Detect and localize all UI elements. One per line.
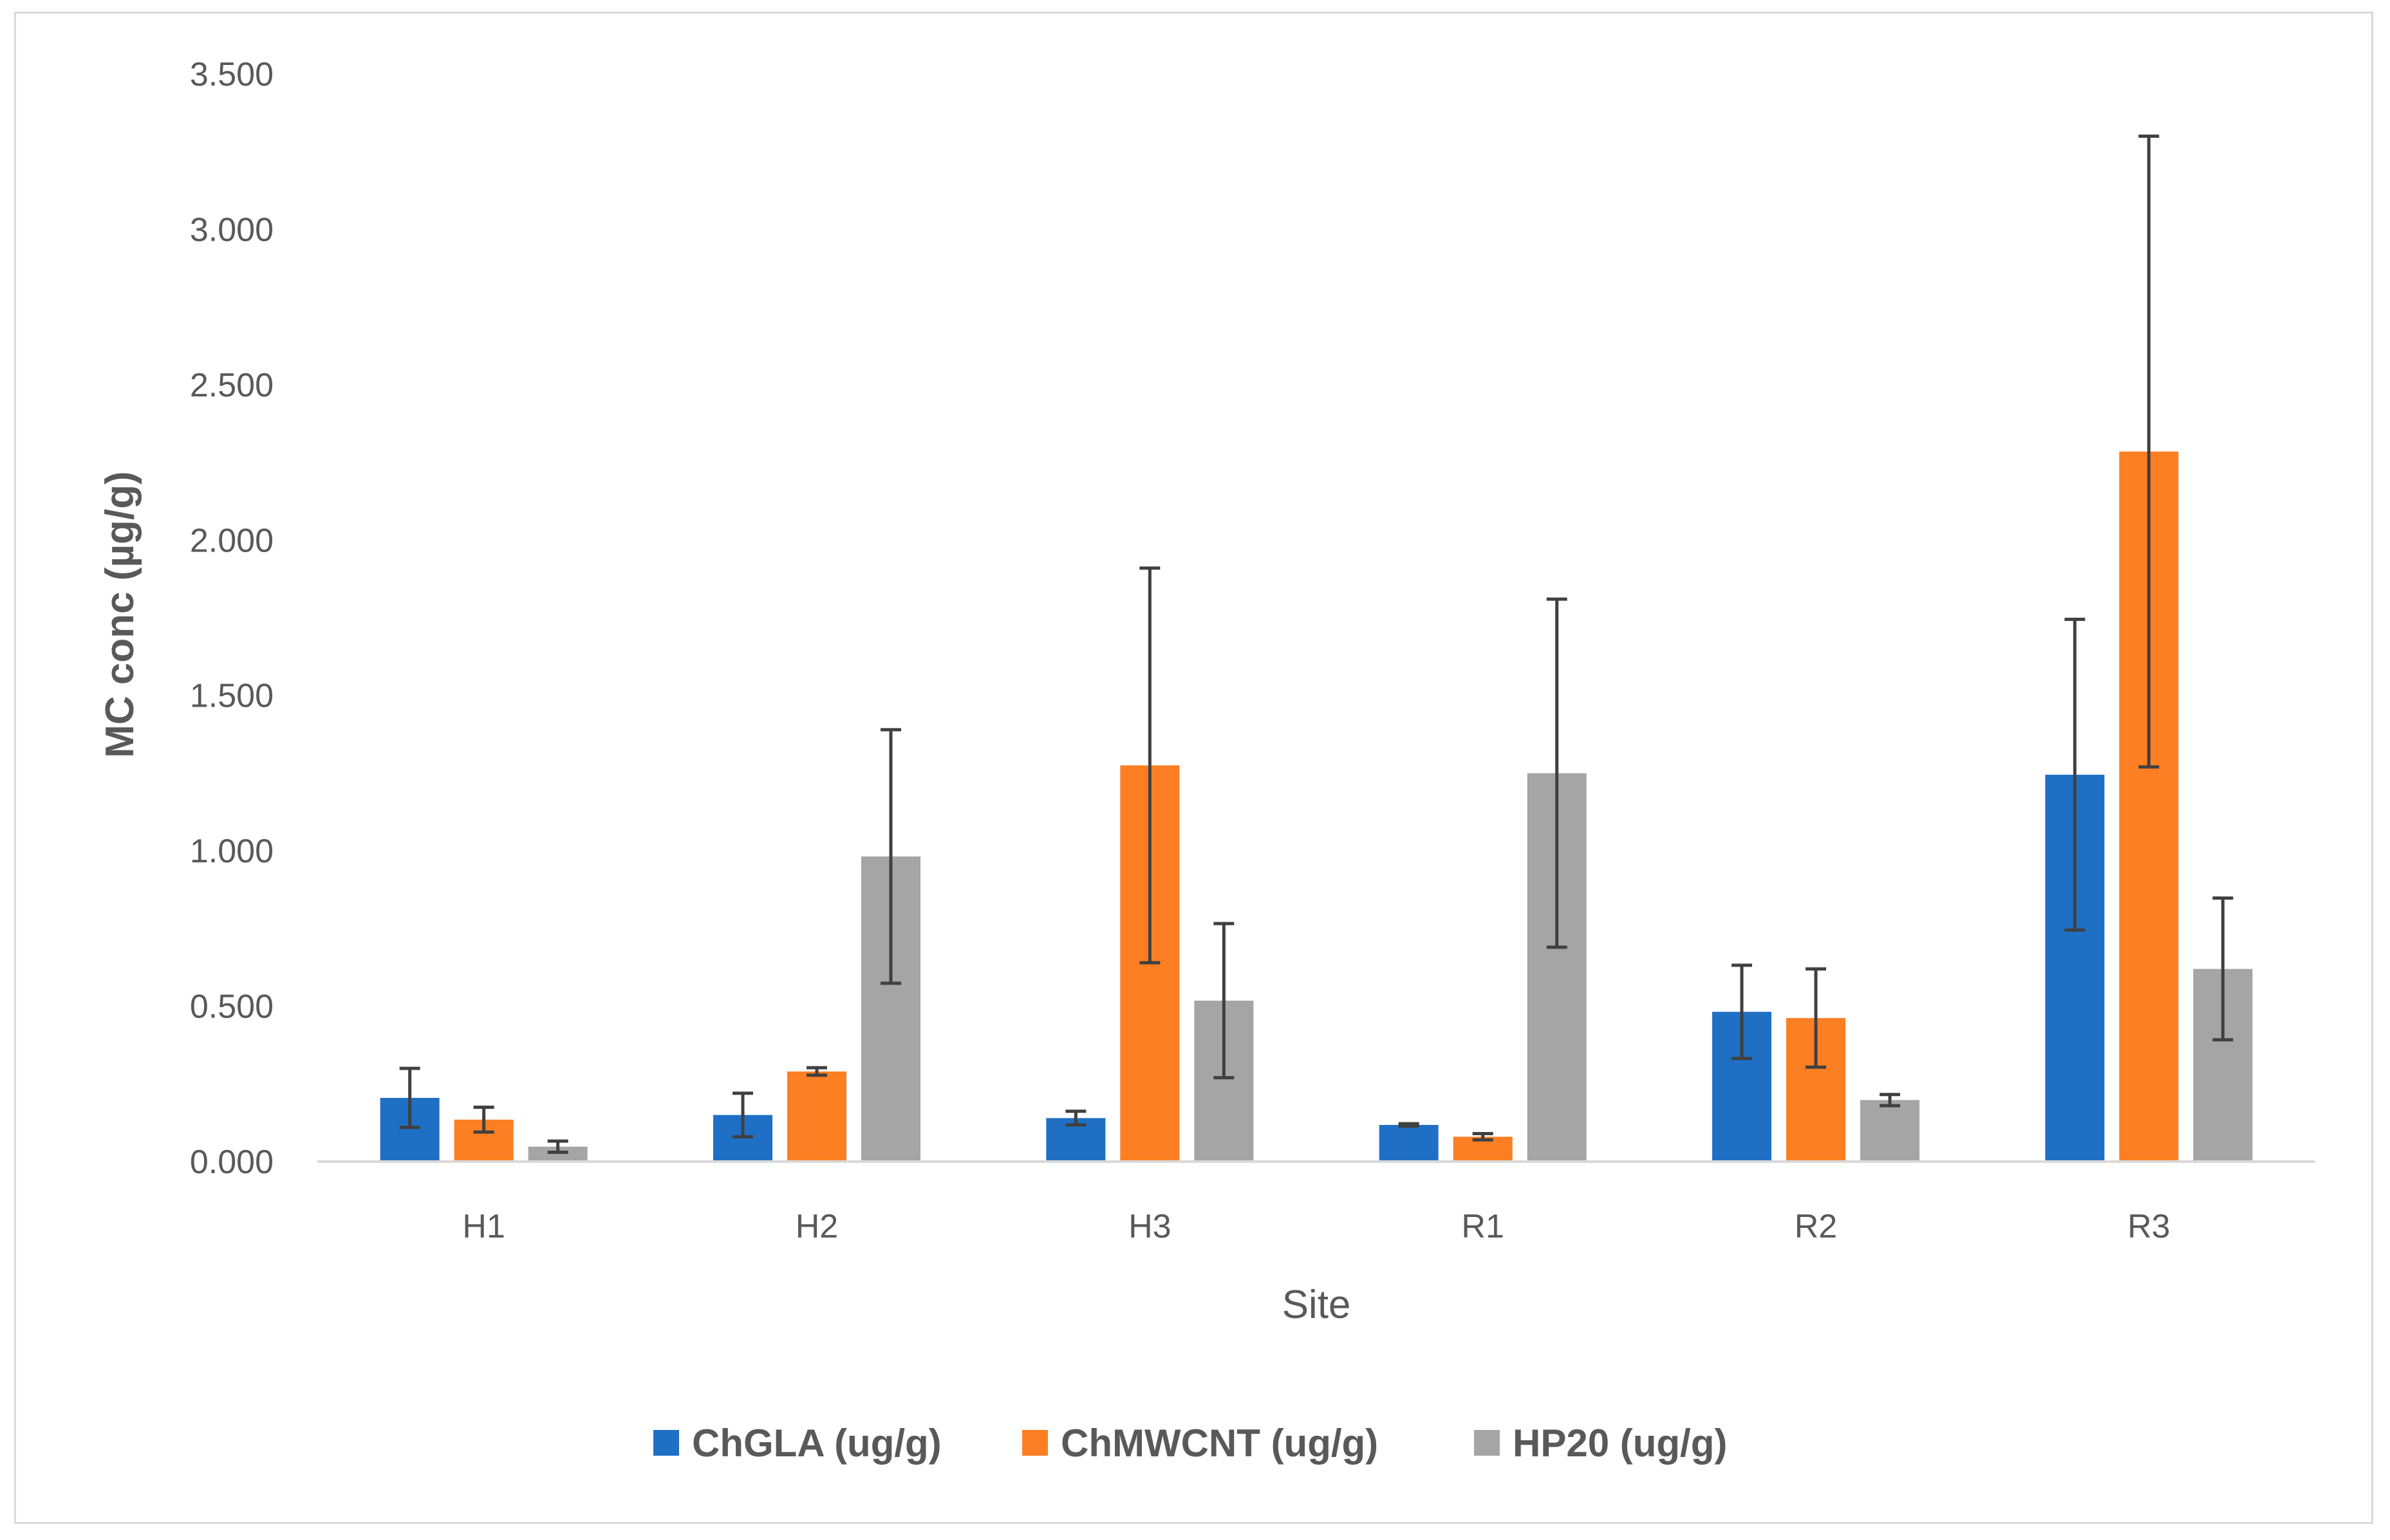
error-bar bbox=[547, 1139, 568, 1155]
error-bar bbox=[881, 728, 901, 985]
legend-swatch bbox=[1022, 1430, 1048, 1456]
legend-item: HP20 (ug/g) bbox=[1474, 1422, 1727, 1465]
y-tick-label: 1.500 bbox=[190, 678, 274, 715]
bar bbox=[1379, 1125, 1439, 1162]
error-bar bbox=[2138, 135, 2160, 769]
bars bbox=[380, 451, 2253, 1162]
x-axis-ticks: H1 H2 H3 R1 R2 R3 bbox=[462, 1208, 2170, 1245]
legend-swatch bbox=[653, 1430, 679, 1456]
y-axis-ticks: 0.000 0.500 1.000 1.500 2.000 2.500 3.000 3.500 bbox=[190, 56, 274, 1181]
legend-item: ChGLA (ug/g) bbox=[653, 1422, 942, 1465]
x-tick-label: H3 bbox=[1128, 1208, 1171, 1245]
error-bar bbox=[1880, 1093, 1900, 1108]
error-bar bbox=[2064, 617, 2086, 932]
legend-label: ChMWCNT (ug/g) bbox=[1061, 1422, 1378, 1465]
legend-item: ChMWCNT (ug/g) bbox=[1022, 1422, 1378, 1465]
error-bar bbox=[2212, 896, 2234, 1042]
error-bar bbox=[1546, 597, 1567, 949]
y-tick-label: 0.000 bbox=[190, 1144, 274, 1181]
y-axis-title: MC conc (µg/g) bbox=[98, 471, 142, 758]
error-bar bbox=[807, 1066, 827, 1077]
bar bbox=[528, 1146, 588, 1162]
legend-swatch bbox=[1474, 1430, 1500, 1456]
error-bar bbox=[1806, 967, 1826, 1069]
chart-frame bbox=[14, 12, 2373, 1524]
y-tick-label: 2.500 bbox=[190, 367, 274, 404]
x-tick-label: R3 bbox=[2127, 1208, 2170, 1245]
error-bars bbox=[399, 135, 2234, 1155]
error-bar bbox=[1139, 566, 1161, 965]
legend: ChGLA (ug/g) ChMWCNT (ug/g) HP20 (ug/g) bbox=[653, 1422, 1727, 1465]
y-tick-label: 2.000 bbox=[190, 522, 274, 559]
error-bar bbox=[1472, 1132, 1493, 1142]
bar bbox=[787, 1071, 846, 1162]
error-bar bbox=[1732, 963, 1752, 1061]
legend-label: HP20 (ug/g) bbox=[1513, 1422, 1727, 1465]
error-bar bbox=[1398, 1122, 1419, 1128]
x-tick-label: H2 bbox=[796, 1208, 838, 1245]
error-bar bbox=[399, 1066, 420, 1129]
error-bar bbox=[733, 1091, 753, 1138]
error-bar bbox=[1065, 1109, 1087, 1127]
x-tick-label: R1 bbox=[1461, 1208, 1504, 1245]
y-tick-label: 1.000 bbox=[190, 833, 274, 870]
bar bbox=[1860, 1100, 1919, 1162]
legend-label: ChGLA (ug/g) bbox=[692, 1422, 942, 1465]
y-tick-label: 3.500 bbox=[190, 56, 274, 93]
y-tick-label: 0.500 bbox=[190, 988, 274, 1026]
error-bar bbox=[1213, 922, 1235, 1080]
x-tick-label: R2 bbox=[1795, 1208, 1837, 1245]
x-tick-label: H1 bbox=[462, 1208, 505, 1245]
error-bar bbox=[473, 1106, 494, 1134]
y-tick-label: 3.000 bbox=[190, 211, 274, 248]
x-axis-title: Site bbox=[1282, 1283, 1351, 1327]
